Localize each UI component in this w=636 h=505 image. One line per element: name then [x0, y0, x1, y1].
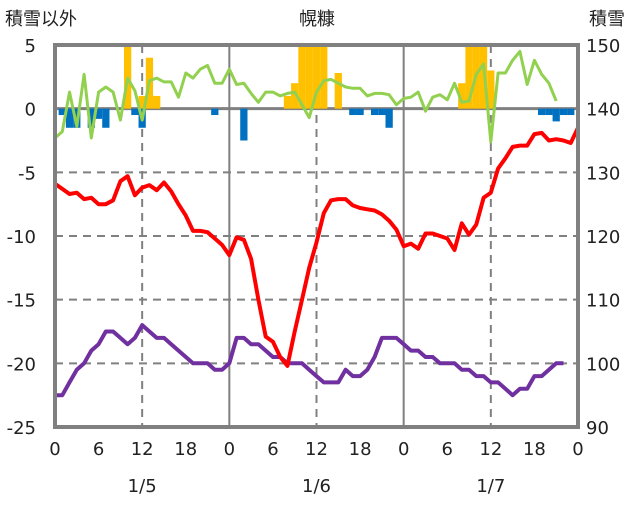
y-tick-left: -5 [18, 163, 36, 184]
bar-positive [334, 73, 342, 109]
y-tick-left: -15 [7, 291, 36, 312]
date-label: 1/7 [476, 476, 505, 497]
y-tick-right: 120 [586, 227, 620, 248]
x-tick: 12 [305, 439, 328, 460]
x-tick: 18 [523, 439, 546, 460]
x-tick: 6 [442, 439, 453, 460]
y-tick-left: 5 [25, 36, 36, 57]
bar-negative [378, 108, 386, 116]
x-tick: 12 [131, 439, 154, 460]
bar-negative [102, 108, 110, 128]
bar-positive [487, 70, 495, 109]
bar-negative [559, 108, 568, 116]
lines [53, 49, 580, 398]
bar-positive [138, 95, 146, 109]
bar-negative [356, 108, 364, 116]
bar-positive [320, 45, 328, 109]
bar-negative [211, 108, 219, 116]
x-tick: 12 [479, 439, 502, 460]
x-tick: 6 [93, 439, 104, 460]
bar-negative [567, 108, 575, 116]
y-tick-left: -25 [7, 418, 36, 439]
bar-positive [305, 45, 313, 109]
bar-negative [58, 108, 66, 116]
date-label: 1/5 [128, 476, 157, 497]
bar-negative [65, 108, 74, 128]
y-tick-right: 110 [586, 291, 620, 312]
x-tick: 0 [224, 439, 235, 460]
bar-positive [458, 83, 466, 109]
y-tick-right: 150 [586, 36, 620, 57]
bar-negative [94, 108, 103, 119]
line-snow-depth [55, 323, 564, 398]
bar-negative [240, 108, 248, 141]
y-tick-left: -20 [7, 354, 36, 375]
bar-negative [131, 108, 139, 116]
x-tick: 18 [174, 439, 197, 460]
bar-negative [538, 108, 546, 116]
bar-negative [370, 108, 379, 116]
bar-negative [349, 108, 357, 116]
y-tick-right: 90 [586, 418, 609, 439]
x-tick: 18 [349, 439, 372, 460]
bar-positive [153, 95, 161, 109]
y-tick-left: 0 [25, 100, 36, 121]
x-tick: 0 [49, 439, 60, 460]
bar-negative [385, 108, 393, 128]
chart-title: 幌糠 [299, 8, 335, 30]
y-tick-right: 140 [586, 100, 620, 121]
bar-negative [545, 108, 553, 116]
plot-frame [53, 43, 580, 429]
y-tick-right: 100 [586, 354, 620, 375]
bar-positive [312, 45, 321, 109]
x-tick: 0 [398, 439, 409, 460]
y-tick-left: -10 [7, 227, 36, 248]
bar-positive [283, 95, 292, 109]
bar-negative [552, 108, 560, 122]
bar-positive [465, 45, 473, 109]
left-axis-label: 積雪以外 [5, 9, 77, 30]
y-tick-right: 130 [586, 163, 620, 184]
line-temperature [53, 126, 580, 368]
bar-positive [291, 83, 299, 109]
x-tick: 6 [267, 439, 278, 460]
bar-positive [298, 45, 306, 109]
bar-negative [87, 108, 95, 128]
x-tick: 0 [572, 439, 583, 460]
right-axis-label: 積雪 [589, 9, 625, 30]
date-label: 1/6 [302, 476, 331, 497]
line-green-series [54, 49, 558, 144]
